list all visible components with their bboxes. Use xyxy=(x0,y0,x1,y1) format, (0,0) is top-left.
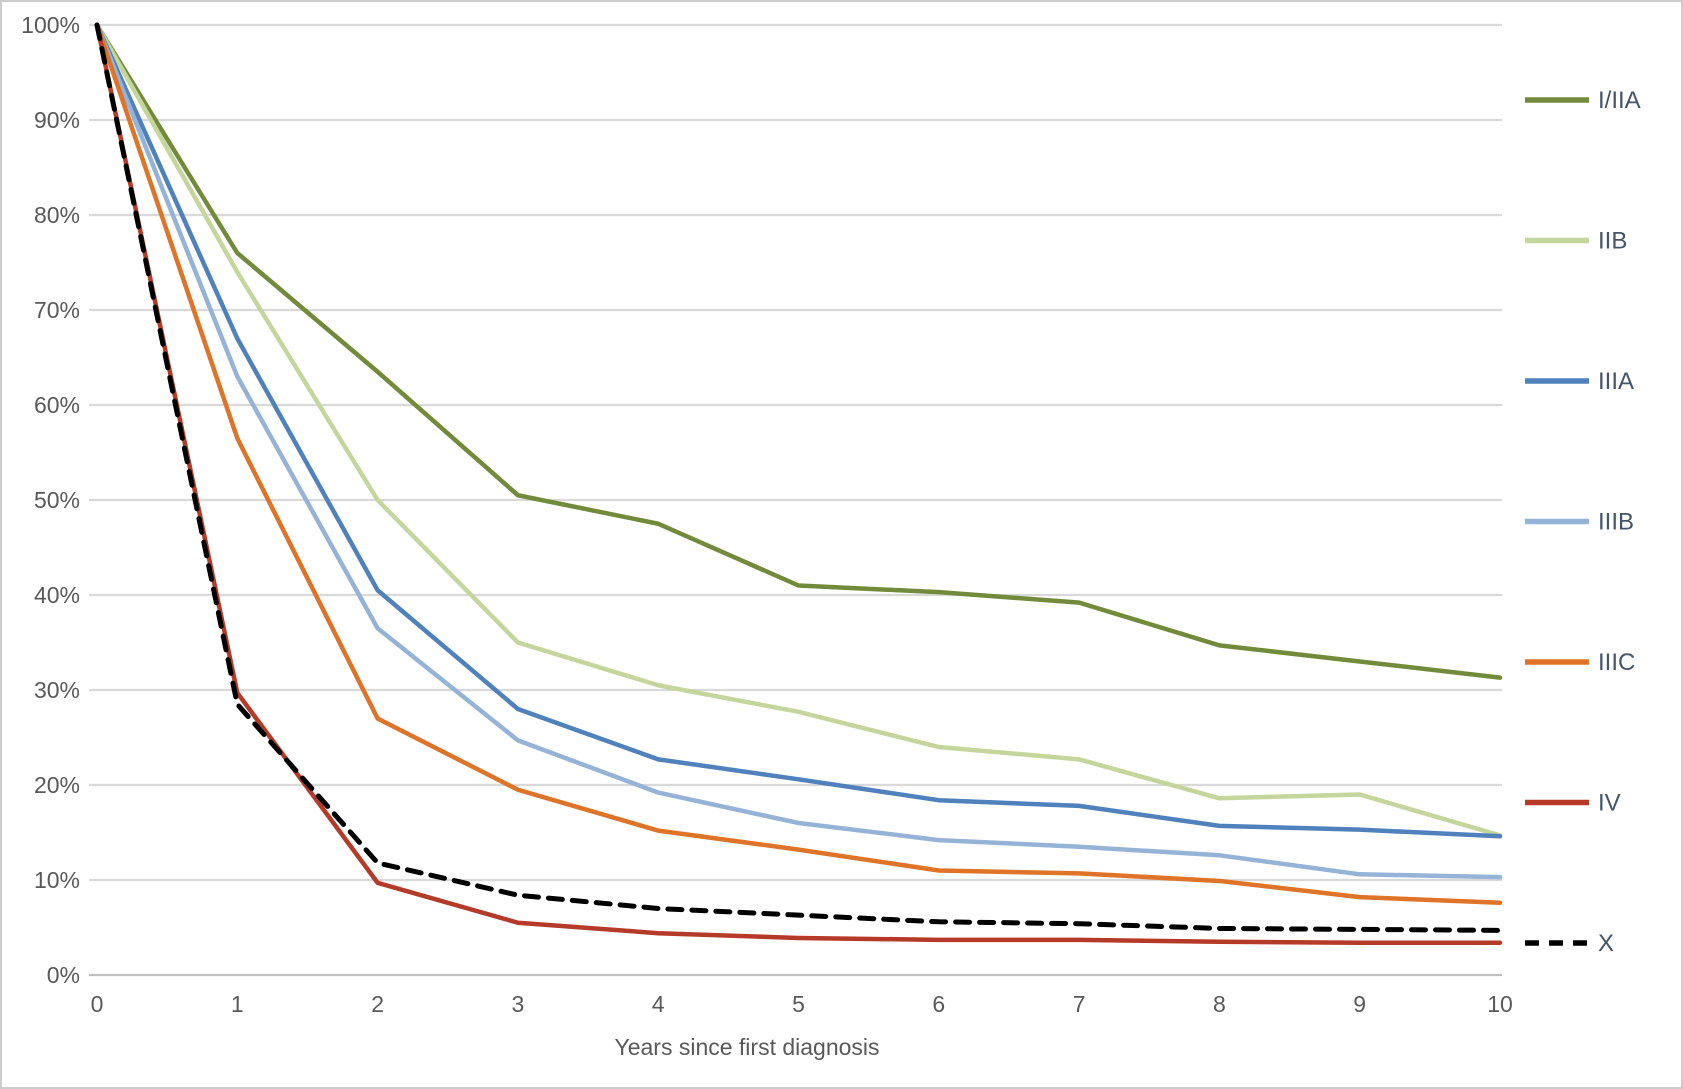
legend-item-x[interactable]: X xyxy=(1525,930,1614,957)
legend-label: IIB xyxy=(1598,228,1627,255)
x-axis-title: Years since first diagnosis xyxy=(614,1034,879,1060)
legend-label: IIIB xyxy=(1598,509,1634,536)
legend-item-iiia[interactable]: IIIA xyxy=(1525,368,1634,395)
legend-label: X xyxy=(1598,930,1614,957)
series-line-iib xyxy=(94,22,1503,838)
y-tick-label: 70% xyxy=(34,297,80,323)
x-tick-label: 2 xyxy=(371,991,384,1017)
legend-item-iv[interactable]: IV xyxy=(1525,790,1621,817)
legend-item-iib[interactable]: IIB xyxy=(1525,228,1627,255)
legend-item-iiic[interactable]: IIIC xyxy=(1525,649,1635,676)
y-tick-label: 0% xyxy=(47,962,80,988)
x-tick-label: 4 xyxy=(652,991,665,1017)
x-tick-label: 8 xyxy=(1213,991,1226,1017)
y-tick-label: 20% xyxy=(34,772,80,798)
y-tick-label: 40% xyxy=(34,582,80,608)
y-tick-label: 90% xyxy=(34,107,80,133)
y-tick-label: 30% xyxy=(34,677,80,703)
y-tick-label: 80% xyxy=(34,202,80,228)
y-tick-label: 10% xyxy=(34,867,80,893)
legend-label: IIIC xyxy=(1598,649,1635,676)
series-line-x xyxy=(94,22,1503,933)
x-tick-label: 10 xyxy=(1487,991,1513,1017)
legend-label: IV xyxy=(1598,790,1621,817)
x-tick-label: 1 xyxy=(231,991,244,1017)
x-tick-label: 6 xyxy=(932,991,945,1017)
series-line-iv xyxy=(94,22,1503,945)
x-tick-label: 5 xyxy=(792,991,805,1017)
series-line-iiic xyxy=(94,22,1503,906)
x-tick-label: 9 xyxy=(1353,991,1366,1017)
legend-label: IIIA xyxy=(1598,368,1634,395)
series-line-iiib xyxy=(94,22,1503,880)
y-tick-label: 100% xyxy=(21,12,80,38)
x-tick-label: 7 xyxy=(1073,991,1086,1017)
x-tick-label: 0 xyxy=(91,991,104,1017)
legend-item-i-iia[interactable]: I/IIA xyxy=(1525,87,1641,114)
y-tick-label: 50% xyxy=(34,487,80,513)
legend-label: I/IIA xyxy=(1598,87,1641,114)
x-tick-label: 3 xyxy=(512,991,525,1017)
legend-item-iiib[interactable]: IIIB xyxy=(1525,509,1634,536)
series-line-iiia xyxy=(94,22,1503,839)
y-tick-label: 60% xyxy=(34,392,80,418)
series-line-i-iia xyxy=(94,22,1503,680)
